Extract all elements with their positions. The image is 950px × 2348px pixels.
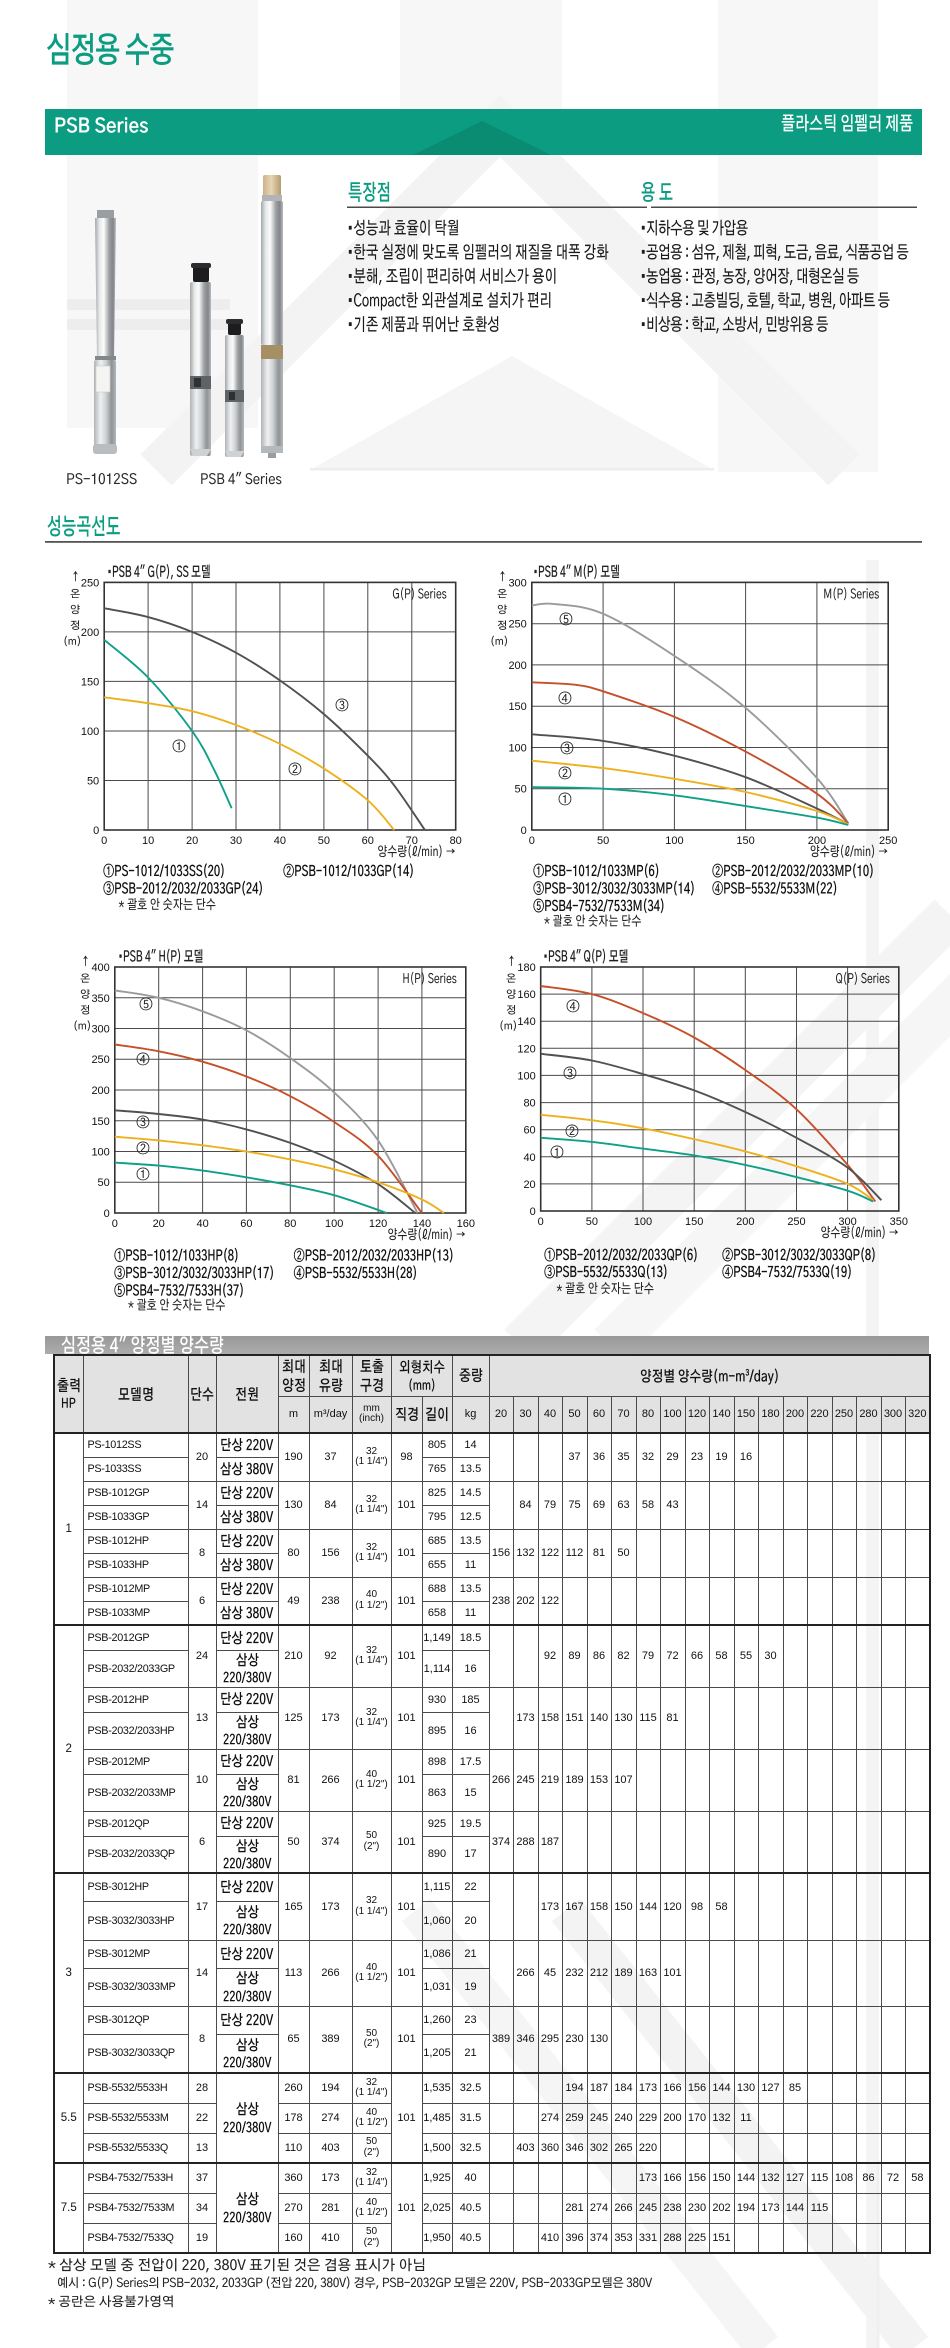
svg-text:100: 100 <box>81 726 99 738</box>
svg-text:40: 40 <box>523 1152 535 1164</box>
svg-text:100: 100 <box>517 1070 535 1082</box>
svg-text:60: 60 <box>523 1125 535 1137</box>
svg-text:200: 200 <box>81 627 99 639</box>
svg-text:50: 50 <box>515 784 527 796</box>
svg-text:140: 140 <box>413 1218 431 1230</box>
svg-text:150: 150 <box>91 1116 109 1128</box>
svg-text:80: 80 <box>523 1098 535 1110</box>
svg-text:20: 20 <box>523 1179 535 1191</box>
svg-text:0: 0 <box>538 1216 544 1228</box>
svg-text:160: 160 <box>457 1218 475 1230</box>
svg-text:250: 250 <box>879 835 897 847</box>
svg-text:70: 70 <box>406 835 418 847</box>
svg-text:40: 40 <box>274 835 286 847</box>
svg-text:300: 300 <box>508 577 526 589</box>
svg-text:250: 250 <box>91 1054 109 1066</box>
svg-text:10: 10 <box>142 835 154 847</box>
svg-text:100: 100 <box>325 1218 343 1230</box>
svg-text:150: 150 <box>81 676 99 688</box>
svg-text:180: 180 <box>517 962 535 974</box>
svg-text:100: 100 <box>665 835 683 847</box>
svg-text:80: 80 <box>284 1218 296 1230</box>
svg-text:30: 30 <box>230 835 242 847</box>
svg-text:0: 0 <box>530 1206 536 1218</box>
svg-text:160: 160 <box>517 989 535 1001</box>
svg-text:20: 20 <box>186 835 198 847</box>
svg-text:60: 60 <box>362 835 374 847</box>
svg-text:250: 250 <box>81 577 99 589</box>
svg-text:40: 40 <box>196 1218 208 1230</box>
svg-text:150: 150 <box>736 835 754 847</box>
svg-text:60: 60 <box>240 1218 252 1230</box>
svg-text:250: 250 <box>508 619 526 631</box>
svg-text:0: 0 <box>101 835 107 847</box>
svg-text:250: 250 <box>787 1216 805 1228</box>
svg-text:0: 0 <box>112 1218 118 1230</box>
svg-text:100: 100 <box>634 1216 652 1228</box>
svg-text:200: 200 <box>91 1085 109 1097</box>
svg-text:200: 200 <box>808 835 826 847</box>
svg-text:150: 150 <box>685 1216 703 1228</box>
svg-text:50: 50 <box>597 835 609 847</box>
svg-text:0: 0 <box>529 835 535 847</box>
svg-text:50: 50 <box>87 776 99 788</box>
svg-text:350: 350 <box>91 993 109 1005</box>
svg-text:300: 300 <box>91 1024 109 1036</box>
svg-text:140: 140 <box>517 1016 535 1028</box>
svg-text:0: 0 <box>104 1208 110 1220</box>
svg-text:100: 100 <box>91 1147 109 1159</box>
svg-text:120: 120 <box>369 1218 387 1230</box>
svg-text:0: 0 <box>93 825 99 837</box>
svg-text:50: 50 <box>98 1177 110 1189</box>
svg-text:150: 150 <box>508 701 526 713</box>
svg-text:100: 100 <box>508 743 526 755</box>
svg-text:400: 400 <box>91 962 109 974</box>
svg-text:0: 0 <box>521 825 527 837</box>
svg-text:120: 120 <box>517 1043 535 1055</box>
svg-text:300: 300 <box>838 1216 856 1228</box>
svg-text:20: 20 <box>153 1218 165 1230</box>
svg-text:50: 50 <box>586 1216 598 1228</box>
svg-text:50: 50 <box>318 835 330 847</box>
svg-text:200: 200 <box>508 660 526 672</box>
svg-text:200: 200 <box>736 1216 754 1228</box>
svg-text:80: 80 <box>450 835 462 847</box>
svg-text:350: 350 <box>890 1216 908 1228</box>
